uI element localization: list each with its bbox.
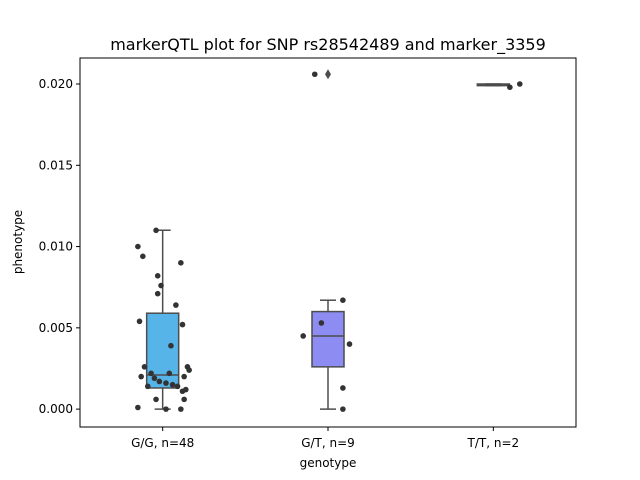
data-point-gg-29: [163, 406, 169, 412]
x-tick-label-2: T/T, n=2: [467, 436, 520, 450]
data-point-gg-13: [186, 367, 192, 373]
data-point-gg-28: [135, 404, 141, 411]
data-point-gg-19: [156, 378, 163, 385]
data-point-gt-2: [318, 320, 325, 326]
data-point-gg-1: [135, 243, 141, 250]
data-point-gg-16: [138, 373, 144, 380]
data-point-gg-4: [154, 273, 161, 279]
data-point-gg-22: [144, 383, 151, 390]
data-point-gg-25: [179, 388, 186, 395]
outlier-marker-gt-0: [325, 69, 331, 80]
data-point-gg-5: [158, 282, 164, 289]
data-point-gg-20: [163, 380, 169, 386]
data-point-tt-0: [507, 84, 513, 91]
plot-area: [135, 69, 523, 412]
data-point-gg-7: [173, 302, 179, 308]
data-point-gg-30: [178, 406, 184, 412]
y-tick-label-2: 0.010: [39, 240, 73, 254]
data-point-gg-9: [179, 321, 186, 328]
box-gt: [311, 310, 345, 368]
data-point-gg-3: [178, 260, 184, 266]
data-point-gt-6: [340, 406, 346, 412]
data-point-gg-10: [168, 342, 174, 349]
x-axis-label: genotype: [300, 456, 357, 470]
y-tick-label-4: 0.020: [39, 77, 73, 91]
data-point-gt-3: [300, 333, 307, 339]
data-point-gg-15: [148, 370, 154, 377]
data-point-gg-27: [181, 396, 187, 403]
data-point-gt-4: [346, 341, 353, 347]
data-point-gg-18: [151, 375, 158, 382]
data-point-gg-14: [166, 370, 173, 377]
data-point-gg-17: [181, 373, 187, 380]
y-tick-label-1: 0.005: [39, 321, 73, 335]
x-tick-label-1: G/T, n=9: [301, 436, 355, 450]
x-tick-label-0: G/G, n=48: [131, 436, 194, 450]
data-point-gg-26: [153, 396, 159, 403]
data-point-gt-0: [311, 71, 318, 78]
data-point-gg-0: [153, 227, 159, 234]
y-tick-label-3: 0.015: [39, 158, 73, 172]
axes: 0.000 0.005 0.010 0.015 0.020 G/G, n=48 G/T, n…: [39, 77, 520, 450]
data-point-gg-2: [140, 253, 146, 260]
data-point-tt-1: [516, 81, 523, 87]
data-point-gg-23: [174, 383, 181, 390]
data-point-gg-21: [169, 381, 176, 388]
box-gg: [145, 312, 180, 389]
chart-title: markerQTL plot for SNP rs28542489 and ma…: [110, 35, 546, 55]
data-point-gg-6: [154, 290, 161, 297]
data-point-gg-11: [141, 364, 148, 370]
data-point-gt-1: [340, 297, 346, 304]
y-tick-label-0: 0.000: [39, 402, 73, 416]
y-axis-label: phenotype: [11, 210, 25, 274]
data-point-gt-5: [340, 385, 346, 391]
data-point-gg-8: [136, 318, 143, 325]
